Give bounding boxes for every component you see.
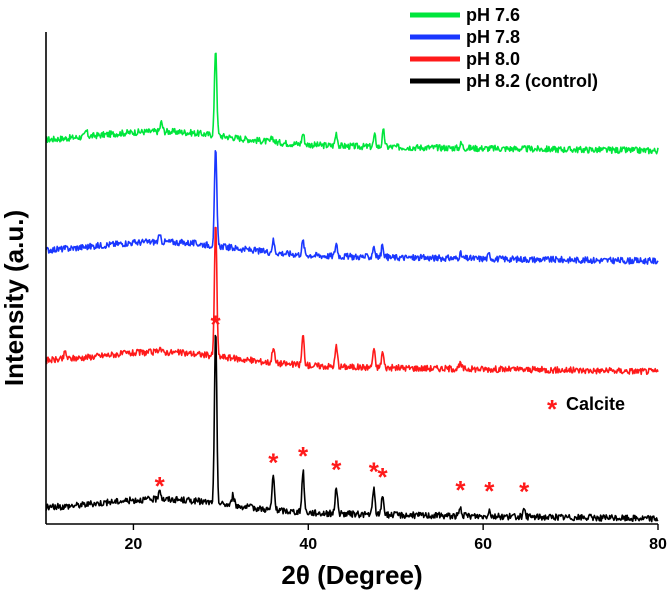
calcite-markers: *** * * ** * * * — [155, 309, 531, 506]
calcite-peak-marker: * — [211, 309, 222, 339]
x-axis-title: 2θ (Degree) — [281, 560, 422, 590]
calcite-peak-marker: * — [519, 477, 530, 507]
calcite-legend: * Calcite — [547, 394, 625, 424]
legend-label: pH 7.8 — [466, 27, 520, 47]
calcite-peak-marker: * — [298, 441, 309, 471]
series-line — [45, 150, 659, 265]
series-line — [45, 226, 659, 376]
calcite-peak-marker: * — [369, 456, 380, 486]
legend: pH 7.6pH 7.8pH 8.0pH 8.2 (control) — [410, 5, 598, 91]
calcite-peak-marker: * — [378, 462, 389, 492]
x-ticks: 20 40 60 80 — [125, 524, 667, 553]
calcite-peak-marker: * — [455, 475, 466, 505]
calcite-peak-marker: * — [484, 476, 495, 506]
y-axis-title: Intensity (a.u.) — [0, 210, 29, 386]
x-tick-label: 60 — [474, 536, 492, 553]
x-tick-label: 40 — [299, 536, 317, 553]
calcite-peak-marker: * — [331, 455, 342, 485]
calcite-peak-marker: * — [155, 471, 166, 501]
series-line — [45, 52, 659, 155]
axes — [45, 32, 658, 525]
legend-label: pH 8.2 (control) — [466, 71, 598, 91]
x-tick-label: 20 — [125, 536, 143, 553]
legend-label: pH 8.0 — [466, 49, 520, 69]
calcite-legend-label: Calcite — [566, 394, 625, 414]
series-layer — [45, 52, 659, 523]
series-line — [45, 334, 659, 523]
legend-label: pH 7.6 — [466, 5, 520, 25]
x-tick-label: 80 — [649, 536, 667, 553]
calcite-legend-star: * — [547, 394, 558, 424]
calcite-peak-marker: * — [268, 447, 279, 477]
